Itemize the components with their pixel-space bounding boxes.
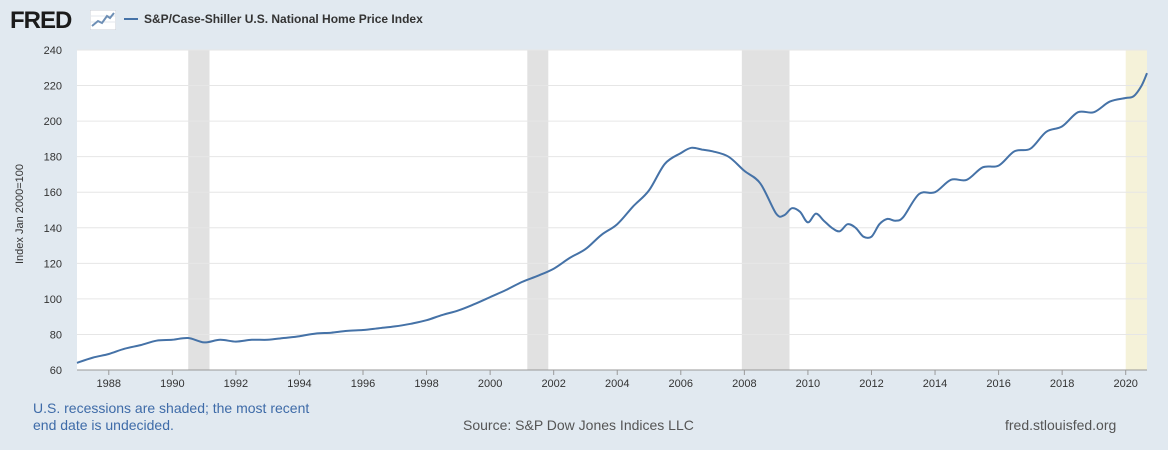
x-tick-label: 2002 xyxy=(541,378,565,390)
x-tick-label: 1996 xyxy=(351,378,375,390)
chart-legend[interactable]: S&P/Case-Shiller U.S. National Home Pric… xyxy=(124,12,423,26)
series-line[interactable] xyxy=(76,72,1148,364)
recession-band xyxy=(741,50,790,370)
recession-note: U.S. recessions are shaded; the most rec… xyxy=(33,400,310,433)
legend-label: S&P/Case-Shiller U.S. National Home Pric… xyxy=(144,12,423,26)
y-tick-label: 120 xyxy=(44,258,62,270)
x-tick-label: 2000 xyxy=(478,378,502,390)
y-tick-label: 220 xyxy=(44,81,62,93)
line-chart[interactable]: 60 80 100 120 140 160 180 200 220 240 1988 1990 1992… xyxy=(0,40,1168,400)
y-tick-label: 240 xyxy=(44,45,62,57)
x-tick-label: 1988 xyxy=(97,378,121,390)
x-tick-label: 1992 xyxy=(224,378,248,390)
x-tick-label: 2018 xyxy=(1050,378,1074,390)
x-tick-label: 1994 xyxy=(287,378,311,390)
x-tick-label: 1998 xyxy=(414,378,438,390)
x-tick-label: 2008 xyxy=(732,378,756,390)
y-tick-label: 100 xyxy=(44,294,62,306)
header: FRED S&P/Case-Shiller U.S. National Home… xyxy=(0,0,1168,40)
source-text: Source: S&P Dow Jones Indices LLC xyxy=(463,417,694,433)
x-tick-label: 2014 xyxy=(923,378,947,390)
x-tick-label: 2006 xyxy=(669,378,693,390)
site-link[interactable]: fred.stlouisfed.org xyxy=(1005,417,1117,433)
y-tick-label: 140 xyxy=(44,223,62,235)
recession-band xyxy=(527,50,549,370)
y-tick-label: 200 xyxy=(44,116,62,128)
legend-swatch xyxy=(124,18,138,20)
x-tick-label: 2004 xyxy=(605,378,629,390)
x-tick-label: 2010 xyxy=(796,378,820,390)
line-chart-icon xyxy=(90,10,116,30)
y-tick-label: 60 xyxy=(50,365,62,377)
x-tick-label: 2020 xyxy=(1113,378,1137,390)
recession-band-undecided xyxy=(1125,50,1147,370)
y-axis-title: Index Jan 2000=100 xyxy=(14,164,26,264)
fred-logo[interactable]: FRED xyxy=(10,7,72,34)
y-tick-label: 160 xyxy=(44,187,62,199)
plot-area xyxy=(77,50,1147,370)
recession-band xyxy=(188,50,210,370)
x-tick-label: 2012 xyxy=(859,378,883,390)
y-tick-label: 180 xyxy=(44,152,62,164)
x-tick-label: 2016 xyxy=(986,378,1010,390)
y-tick-label: 80 xyxy=(50,329,62,341)
x-tick-label: 1990 xyxy=(160,378,184,390)
